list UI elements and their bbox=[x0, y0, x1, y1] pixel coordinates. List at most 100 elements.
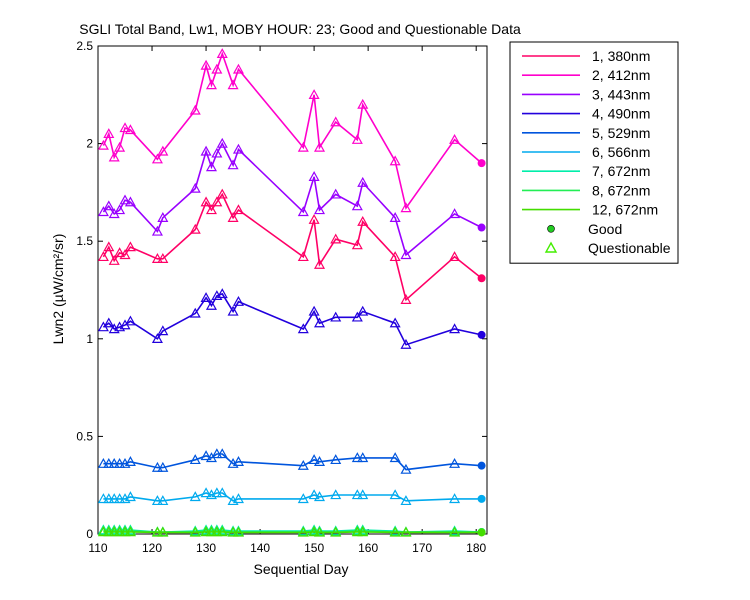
questionable-point bbox=[227, 79, 239, 90]
questionable-point bbox=[216, 288, 228, 299]
questionable-point bbox=[103, 241, 115, 252]
questionable-point bbox=[389, 317, 401, 328]
questionable-point bbox=[205, 204, 217, 215]
x-tick-label: 160 bbox=[358, 541, 378, 555]
questionable-point bbox=[308, 454, 320, 465]
questionable-point bbox=[189, 307, 201, 318]
questionable-point bbox=[211, 526, 223, 537]
questionable-point bbox=[211, 63, 223, 74]
questionable-point bbox=[189, 182, 201, 193]
good-point bbox=[477, 494, 486, 503]
legend: 1, 380nm 2, 412nm 3, 443nm 4, 490nm 5, 529nm… bbox=[509, 41, 679, 264]
questionable-point bbox=[330, 454, 342, 465]
questionable-point bbox=[449, 251, 461, 262]
questionable-point bbox=[308, 213, 320, 224]
questionable-point bbox=[157, 461, 169, 472]
series-3-443nm bbox=[97, 137, 486, 260]
y-tick-label: 0.5 bbox=[76, 429, 93, 443]
questionable-point bbox=[189, 454, 201, 465]
questionable-point bbox=[400, 294, 412, 304]
series-1-380nm bbox=[97, 188, 486, 304]
questionable-point bbox=[357, 215, 369, 226]
good-point bbox=[477, 159, 486, 168]
questionable-point bbox=[124, 315, 136, 326]
series-line bbox=[102, 51, 483, 210]
questionable-point bbox=[200, 487, 212, 498]
questionable-point bbox=[297, 323, 309, 334]
questionable-point bbox=[97, 139, 109, 150]
series-line bbox=[102, 192, 483, 302]
questionable-point bbox=[211, 147, 223, 158]
x-tick-label: 140 bbox=[250, 541, 270, 555]
series-4-490nm bbox=[97, 288, 486, 349]
questionable-point bbox=[400, 249, 412, 260]
questionable-point bbox=[124, 526, 136, 537]
legend-label: Questionable bbox=[588, 240, 671, 256]
series-5-529nm bbox=[97, 448, 486, 474]
questionable-point bbox=[200, 292, 212, 303]
series-2-412nm bbox=[97, 48, 486, 213]
questionable-point bbox=[124, 491, 136, 502]
questionable-point bbox=[151, 225, 163, 236]
y-axis-label: Lwn2 (µW/cm²/sr) bbox=[50, 234, 66, 345]
questionable-point bbox=[189, 491, 201, 502]
questionable-point bbox=[157, 253, 169, 263]
questionable-point bbox=[313, 456, 326, 466]
questionable-point bbox=[157, 325, 169, 336]
questionable-point bbox=[330, 188, 342, 199]
questionable-point bbox=[389, 526, 401, 537]
legend-label: 2, 412nm bbox=[592, 67, 650, 83]
questionable-point bbox=[297, 206, 309, 217]
questionable-point bbox=[151, 333, 163, 343]
questionable-point bbox=[157, 495, 169, 506]
questionable-point bbox=[308, 171, 320, 181]
questionable-point bbox=[151, 253, 163, 263]
questionable-point bbox=[232, 493, 244, 504]
questionable-point bbox=[389, 489, 401, 500]
axes-box bbox=[97, 45, 488, 535]
questionable-point bbox=[357, 489, 369, 500]
questionable-point bbox=[449, 133, 461, 144]
legend-label: 4, 490nm bbox=[592, 106, 650, 122]
questionable-point bbox=[189, 104, 201, 115]
questionable-point bbox=[216, 48, 228, 59]
questionable-point bbox=[449, 457, 461, 468]
questionable-point bbox=[308, 489, 320, 500]
questionable-point bbox=[232, 295, 244, 306]
questionable-point bbox=[205, 526, 217, 537]
questionable-point bbox=[400, 463, 412, 474]
questionable-point bbox=[200, 59, 212, 70]
y-tick-label: 2.5 bbox=[76, 39, 93, 53]
good-point bbox=[477, 461, 486, 470]
questionable-point bbox=[216, 526, 228, 537]
x-tick-label: 130 bbox=[196, 541, 216, 555]
y-tick-label: 0 bbox=[86, 527, 93, 541]
questionable-point bbox=[216, 487, 228, 498]
good-point bbox=[477, 274, 486, 283]
questionable-point bbox=[297, 251, 309, 262]
questionable-point bbox=[200, 196, 212, 207]
questionable-point bbox=[351, 311, 363, 322]
questionable-point bbox=[389, 155, 401, 166]
questionable-point bbox=[297, 493, 309, 504]
questionable-point bbox=[351, 200, 363, 211]
questionable-point bbox=[103, 128, 115, 139]
questionable-point bbox=[313, 204, 326, 215]
questionable-point bbox=[297, 141, 309, 152]
legend-label: 12, 672nm bbox=[592, 202, 658, 218]
questionable-point bbox=[103, 526, 115, 537]
questionable-point bbox=[205, 79, 217, 90]
questionable-point bbox=[151, 526, 163, 537]
questionable-point bbox=[216, 137, 228, 148]
legend-label: 1, 380nm bbox=[592, 48, 650, 64]
questionable-point bbox=[205, 299, 217, 310]
questionable-point bbox=[400, 338, 412, 349]
questionable-point bbox=[449, 493, 461, 504]
x-tick-label: 170 bbox=[412, 541, 432, 555]
series-line bbox=[103, 453, 482, 471]
questionable-point bbox=[124, 124, 136, 135]
questionable-point bbox=[232, 456, 244, 466]
questionable-point bbox=[119, 122, 131, 133]
questionable-point bbox=[389, 212, 401, 222]
